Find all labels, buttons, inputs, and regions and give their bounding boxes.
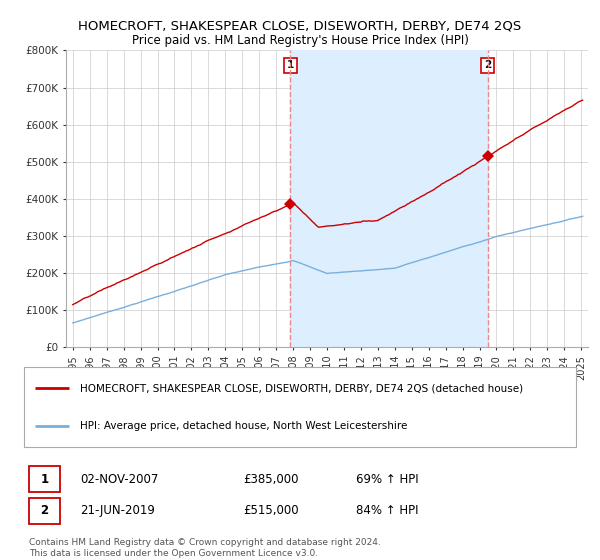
Bar [290,50,488,347]
Text: 1: 1 [287,60,294,70]
Text: Contains HM Land Registry data © Crown copyright and database right 2024.
This d: Contains HM Land Registry data © Crown c… [29,538,381,558]
Text: 84% ↑ HPI: 84% ↑ HPI [356,505,419,517]
Text: 21-JUN-2019: 21-JUN-2019 [80,505,155,517]
Text: HOMECROFT, SHAKESPEAR CLOSE, DISEWORTH, DERBY, DE74 2QS: HOMECROFT, SHAKESPEAR CLOSE, DISEWORTH, … [79,20,521,32]
Text: Price paid vs. HM Land Registry's House Price Index (HPI): Price paid vs. HM Land Registry's House … [131,34,469,46]
Text: HOMECROFT, SHAKESPEAR CLOSE, DISEWORTH, DERBY, DE74 2QS (detached house): HOMECROFT, SHAKESPEAR CLOSE, DISEWORTH, … [80,383,523,393]
Text: 69% ↑ HPI: 69% ↑ HPI [356,473,419,486]
FancyBboxPatch shape [23,367,577,447]
Text: HPI: Average price, detached house, North West Leicestershire: HPI: Average price, detached house, Nort… [80,422,407,432]
Text: 2: 2 [40,505,49,517]
FancyBboxPatch shape [29,498,60,524]
Text: 1: 1 [40,473,49,486]
FancyBboxPatch shape [29,466,60,492]
Text: 2: 2 [484,60,491,70]
Text: £515,000: £515,000 [244,505,299,517]
Text: £385,000: £385,000 [244,473,299,486]
Text: 02-NOV-2007: 02-NOV-2007 [80,473,158,486]
